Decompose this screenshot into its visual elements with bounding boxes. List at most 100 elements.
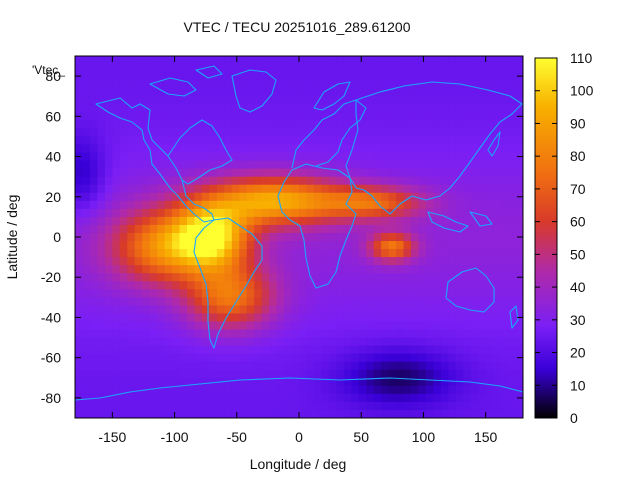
heatmap-cell bbox=[396, 192, 405, 202]
heatmap-cell bbox=[321, 56, 330, 65]
heatmap-cell bbox=[373, 144, 382, 154]
heatmap-cell bbox=[396, 88, 405, 97]
heatmap-cell bbox=[381, 104, 390, 113]
heatmap-cell bbox=[201, 265, 210, 274]
heatmap-cell bbox=[508, 409, 517, 418]
heatmap-cell bbox=[313, 208, 322, 218]
heatmap-cell bbox=[508, 176, 517, 186]
heatmap-cell bbox=[209, 192, 218, 202]
heatmap-cell bbox=[269, 152, 278, 162]
heatmap-cell bbox=[343, 369, 352, 379]
heatmap-cell bbox=[134, 345, 143, 355]
heatmap-cell bbox=[224, 200, 233, 210]
heatmap-cell bbox=[440, 377, 449, 387]
heatmap-cell bbox=[82, 329, 91, 339]
heatmap-cell bbox=[403, 409, 412, 418]
heatmap-cell bbox=[313, 216, 322, 226]
heatmap-cell bbox=[448, 200, 457, 210]
heatmap-cell bbox=[388, 393, 397, 403]
heatmap-cell bbox=[299, 241, 308, 250]
heatmap-cell bbox=[478, 369, 487, 379]
heatmap-cell bbox=[403, 345, 412, 355]
heatmap-cell bbox=[149, 361, 158, 371]
heatmap-cell bbox=[433, 176, 442, 186]
heatmap-cell bbox=[82, 136, 91, 146]
heatmap-cell bbox=[149, 232, 158, 242]
heatmap-cell bbox=[328, 96, 337, 105]
heatmap-cell bbox=[455, 184, 464, 194]
heatmap-cell bbox=[448, 56, 457, 65]
heatmap-cell bbox=[418, 104, 427, 113]
heatmap-cell bbox=[157, 152, 166, 162]
heatmap-cell bbox=[142, 72, 151, 81]
heatmap-cell bbox=[403, 353, 412, 363]
heatmap-cell bbox=[216, 120, 225, 129]
heatmap-cell bbox=[164, 160, 173, 170]
heatmap-cell bbox=[358, 128, 367, 138]
heatmap-cell bbox=[142, 305, 151, 315]
heatmap-cell bbox=[463, 136, 472, 146]
heatmap-cell bbox=[149, 249, 158, 258]
heatmap-cell bbox=[119, 329, 128, 339]
heatmap-cell bbox=[470, 136, 479, 146]
heatmap-cell bbox=[239, 72, 248, 81]
heatmap-cell bbox=[164, 112, 173, 121]
heatmap-cell bbox=[470, 345, 479, 355]
heatmap-cell bbox=[194, 281, 203, 290]
heatmap-cell bbox=[388, 120, 397, 129]
heatmap-cell bbox=[433, 401, 442, 411]
heatmap-cell bbox=[82, 152, 91, 162]
heatmap-cell bbox=[134, 377, 143, 387]
heatmap-cell bbox=[224, 257, 233, 266]
heatmap-cell bbox=[358, 96, 367, 105]
heatmap-cell bbox=[254, 144, 263, 154]
heatmap-cell bbox=[470, 313, 479, 323]
heatmap-cell bbox=[508, 265, 517, 274]
heatmap-cell bbox=[313, 152, 322, 162]
heatmap-cell bbox=[440, 64, 449, 73]
heatmap-cell bbox=[269, 104, 278, 113]
heatmap-cell bbox=[299, 80, 308, 89]
heatmap-cell bbox=[313, 184, 322, 194]
heatmap-cell bbox=[396, 232, 405, 242]
heatmap-cell bbox=[291, 104, 300, 113]
heatmap-cell bbox=[463, 401, 472, 411]
heatmap-cell bbox=[104, 265, 113, 274]
heatmap-cell bbox=[231, 152, 240, 162]
heatmap-cell bbox=[336, 112, 345, 121]
heatmap-cell bbox=[127, 377, 136, 387]
heatmap-cell bbox=[343, 265, 352, 274]
heatmap-cell bbox=[381, 353, 390, 363]
heatmap-cell bbox=[127, 265, 136, 274]
heatmap-cell bbox=[97, 321, 106, 331]
heatmap-cell bbox=[351, 409, 360, 418]
heatmap-cell bbox=[440, 168, 449, 178]
heatmap-cell bbox=[485, 184, 494, 194]
heatmap-cell bbox=[313, 96, 322, 105]
heatmap-cell bbox=[343, 224, 352, 234]
heatmap-cell bbox=[179, 208, 188, 218]
heatmap-cell bbox=[373, 265, 382, 274]
heatmap-cell bbox=[254, 96, 263, 105]
heatmap-cell bbox=[440, 104, 449, 113]
heatmap-cell bbox=[179, 249, 188, 258]
heatmap-cell bbox=[149, 321, 158, 331]
heatmap-cell bbox=[291, 265, 300, 274]
heatmap-cell bbox=[276, 409, 285, 418]
heatmap-cell bbox=[418, 393, 427, 403]
heatmap-cell bbox=[328, 160, 337, 170]
heatmap-cell bbox=[134, 273, 143, 282]
heatmap-cell bbox=[104, 168, 113, 178]
heatmap-cell bbox=[112, 128, 121, 138]
heatmap-cell bbox=[246, 329, 255, 339]
heatmap-cell bbox=[351, 289, 360, 298]
heatmap-cell bbox=[284, 112, 293, 121]
heatmap-cell bbox=[425, 112, 434, 121]
heatmap-cell bbox=[425, 385, 434, 395]
heatmap-cell bbox=[373, 64, 382, 73]
heatmap-cell bbox=[224, 80, 233, 89]
heatmap-cell bbox=[470, 321, 479, 331]
heatmap-cell bbox=[112, 345, 121, 355]
heatmap-cell bbox=[254, 313, 263, 323]
heatmap-cell bbox=[149, 401, 158, 411]
